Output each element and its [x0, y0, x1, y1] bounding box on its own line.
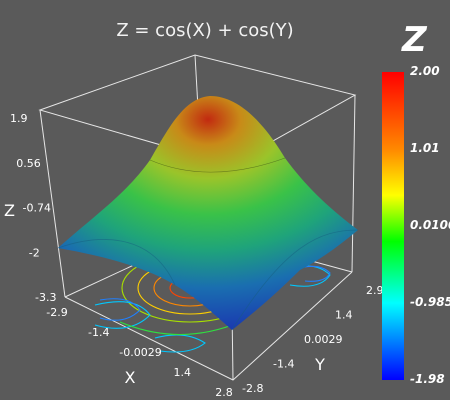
surface [57, 96, 359, 331]
y-tick-label: 2.9 [366, 284, 384, 297]
x-tick-label: -1.4 [88, 326, 109, 339]
z-tick-label: -3.3 [35, 291, 56, 304]
colorbar-tick-label: 2.00 [410, 64, 440, 78]
colorbar [382, 72, 404, 380]
z-axis-label: Z [4, 201, 15, 220]
y-tick-label: -1.4 [273, 358, 294, 371]
y-tick-label: 0.0029 [304, 333, 343, 346]
chart-title: Z = cos(X) + cos(Y) [116, 20, 294, 41]
y-tick-label: -2.8 [242, 382, 263, 395]
x-tick-label: -0.0029 [119, 346, 161, 359]
x-tick-label: 1.4 [174, 366, 192, 379]
colorbar-title: Z [402, 20, 427, 60]
z-tick-label: 1.9 [10, 112, 28, 125]
colorbar-tick-label: -0.985 [410, 295, 450, 309]
colorbar-tick-label: 0.0100 [410, 218, 450, 232]
colorbar-tick-label: 1.01 [410, 141, 440, 155]
x-tick-label: -2.9 [46, 306, 67, 319]
y-axis-label: Y [314, 355, 325, 374]
x-tick-label: 2.8 [215, 386, 233, 399]
colorbar-tick-label: -1.98 [410, 372, 445, 386]
z-tick-label: -2 [29, 246, 40, 259]
z-tick-label: 0.56 [16, 157, 41, 170]
z-tick-label: -0.74 [23, 202, 51, 215]
axes: 1.9 0.56 -0.74 -2 -3.3 Z -2.9 -1.4 -0.0029 1.4 2.8… [4, 112, 384, 399]
y-tick-label: 1.4 [335, 309, 353, 322]
x-axis-label: X [125, 368, 136, 387]
